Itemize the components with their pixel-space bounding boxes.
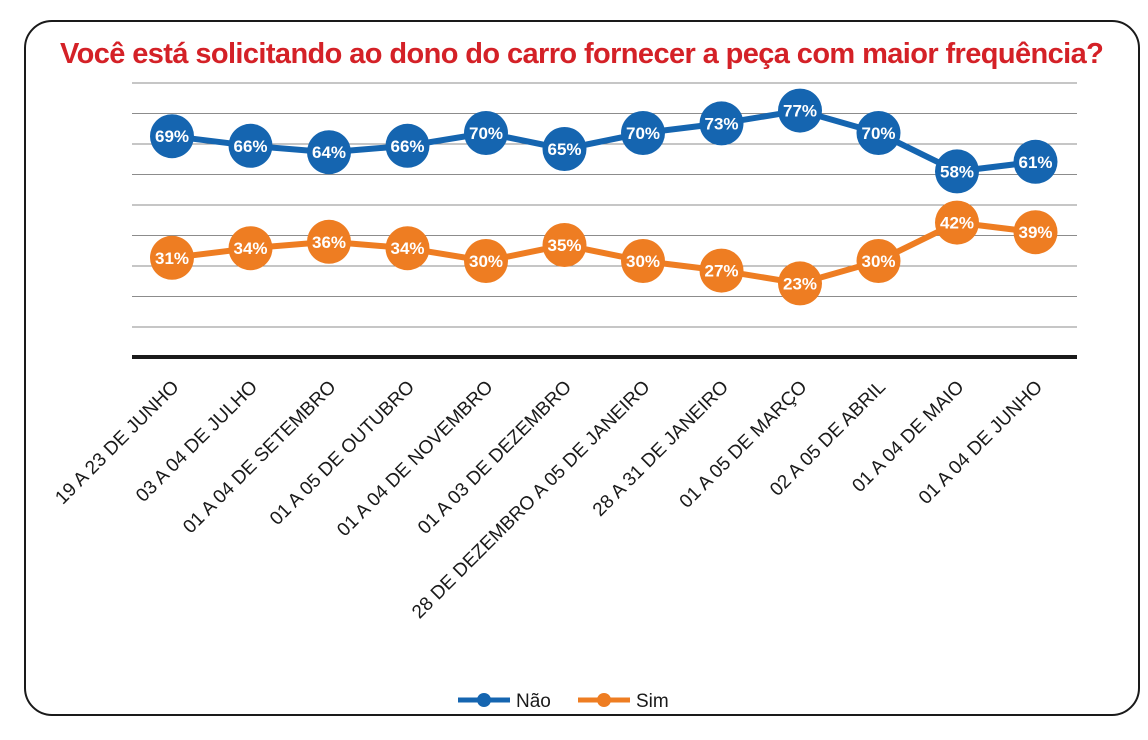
data-marker — [150, 114, 194, 159]
x-tick-label: 28 A 31 DE JANEIRO — [589, 377, 733, 521]
gridlines — [132, 82, 1077, 328]
data-label: 64% — [312, 143, 346, 162]
data-label: 30% — [469, 252, 503, 271]
data-label: 66% — [233, 137, 267, 156]
data-marker — [150, 235, 194, 280]
x-tick-label: 01 A 05 DE OUTUBRO — [266, 377, 419, 530]
data-label: 23% — [783, 274, 817, 293]
data-marker — [228, 226, 273, 271]
data-marker — [307, 219, 351, 264]
data-marker — [307, 130, 351, 175]
data-point: 58% — [935, 149, 979, 194]
data-point: 65% — [542, 127, 587, 171]
data-marker — [464, 111, 508, 155]
data-point: 35% — [542, 223, 587, 267]
data-label: 34% — [233, 239, 267, 258]
data-point: 39% — [1013, 210, 1058, 255]
data-point: 30% — [856, 239, 901, 283]
data-label: 61% — [1018, 153, 1052, 172]
data-label: 66% — [390, 137, 424, 156]
data-point: 42% — [935, 200, 979, 245]
data-label: 30% — [861, 252, 895, 271]
data-point: 30% — [464, 239, 508, 283]
data-point: 64% — [307, 130, 351, 175]
data-label: 31% — [155, 249, 189, 268]
data-marker — [699, 248, 744, 293]
data-point: 70% — [621, 111, 665, 155]
data-point: 69% — [150, 114, 194, 159]
legend-item: Não — [458, 691, 551, 712]
data-point: 61% — [1013, 139, 1058, 184]
data-marker — [621, 239, 665, 283]
data-label: 65% — [547, 140, 581, 159]
data-point: 66% — [385, 123, 430, 168]
data-marker — [778, 88, 822, 133]
data-marker — [856, 239, 901, 283]
data-point: 30% — [621, 239, 665, 283]
data-point: 73% — [699, 101, 744, 146]
data-label: 70% — [469, 124, 503, 143]
series-line-sim — [171, 219, 1036, 287]
chart-title: Você está solicitando ao dono do carro f… — [60, 38, 1104, 70]
data-marker — [856, 111, 901, 155]
legend-marker — [477, 693, 491, 707]
data-markers: 69% 66% 64% 66% 70% 65% 70% 73% 77% 70% 58% 61% 31% 3… — [150, 88, 1058, 306]
data-marker — [699, 101, 744, 146]
legend-label: Sim — [636, 691, 669, 712]
data-point: 66% — [228, 123, 273, 168]
data-marker — [778, 261, 822, 306]
data-marker — [542, 223, 587, 267]
data-label: 30% — [626, 252, 660, 271]
data-label: 70% — [626, 124, 660, 143]
data-label: 70% — [861, 124, 895, 143]
data-label: 27% — [704, 262, 738, 281]
data-label: 73% — [704, 114, 738, 133]
legend: Não Sim — [458, 691, 669, 712]
data-marker — [385, 226, 430, 271]
data-marker — [621, 111, 665, 155]
data-marker — [385, 123, 430, 168]
data-marker — [1013, 210, 1058, 255]
data-point: 34% — [228, 226, 273, 271]
x-tick-label: 01 A 04 DE SETEMBRO — [179, 377, 340, 538]
chart-frame — [24, 20, 1140, 716]
data-point: 70% — [856, 111, 901, 155]
data-marker — [228, 123, 273, 168]
legend-marker — [597, 693, 611, 707]
data-label: 34% — [390, 239, 424, 258]
x-tick-label: 01 A 04 DE NOVEMBRO — [333, 377, 497, 541]
legend-item: Sim — [578, 691, 669, 712]
data-point: 23% — [778, 261, 822, 306]
legend-label: Não — [516, 691, 551, 712]
data-label: 58% — [940, 162, 974, 181]
x-tick-label: 01 A 05 DE MARÇO — [676, 377, 812, 513]
data-marker — [542, 127, 587, 171]
series-lines — [171, 107, 1036, 287]
data-point: 77% — [778, 88, 822, 133]
data-label: 35% — [547, 236, 581, 255]
data-marker — [1013, 139, 1058, 184]
data-point: 31% — [150, 235, 194, 280]
series-line-nao — [171, 107, 1036, 175]
data-label: 39% — [1018, 223, 1052, 242]
data-marker — [935, 200, 979, 245]
data-label: 77% — [783, 102, 817, 121]
x-tick-label: 01 A 03 DE DEZEMBRO — [414, 377, 576, 539]
data-point: 36% — [307, 219, 351, 264]
data-marker — [935, 149, 979, 194]
data-label: 69% — [155, 127, 189, 146]
data-label: 36% — [312, 233, 346, 252]
data-point: 27% — [699, 248, 744, 293]
data-point: 34% — [385, 226, 430, 271]
data-label: 42% — [940, 214, 974, 233]
data-point: 70% — [464, 111, 508, 155]
data-marker — [464, 239, 508, 283]
